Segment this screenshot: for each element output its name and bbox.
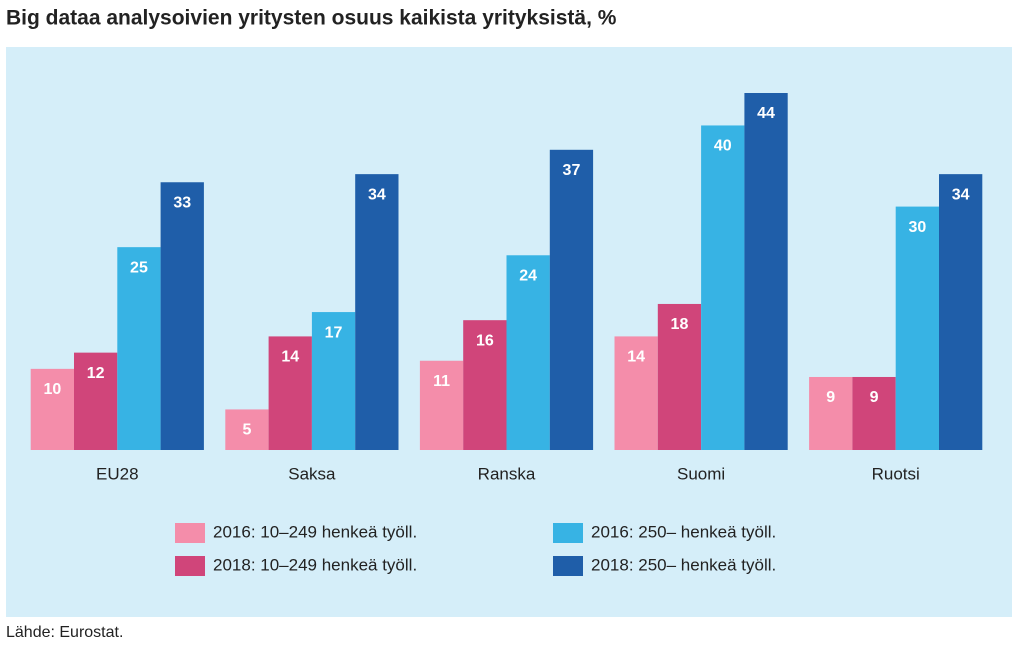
bar [419,360,464,450]
value-label: 5 [242,422,251,439]
bar [74,352,118,450]
x-tick-label: Saksa [288,464,336,483]
bar [355,174,399,451]
bar [895,206,939,450]
bar [311,312,356,450]
legend-swatch [553,556,583,576]
value-label: 14 [281,349,299,366]
bar [657,303,702,450]
bar [744,93,788,450]
bar [30,368,74,450]
bar [939,174,983,451]
value-label: 10 [43,381,61,398]
value-label: 34 [952,186,970,203]
chart-title: Big dataa analysoivien yritysten osuus k… [6,7,617,30]
value-label: 12 [87,365,105,382]
source: Lähde: Eurostat. [6,624,123,641]
value-label: 25 [130,259,148,276]
bar [225,409,269,450]
value-label: 18 [671,316,689,333]
bar [268,336,312,450]
bar [701,125,745,451]
x-tick-label: Suomi [677,464,725,483]
legend-swatch [175,523,205,543]
value-label: 9 [826,389,835,406]
legend-swatch [553,523,583,543]
value-label: 17 [325,324,343,341]
value-label: 24 [519,267,537,284]
bar [809,376,853,450]
value-label: 9 [870,389,879,406]
x-tick-label: Ranska [478,464,536,483]
value-label: 14 [627,349,645,366]
value-label: 44 [757,105,775,122]
value-label: 11 [433,373,450,390]
bar [614,336,658,450]
bar [117,247,161,450]
value-label: 37 [563,162,581,179]
bar [506,255,550,450]
value-label: 16 [476,332,494,349]
bar [463,320,507,450]
x-tick-label: EU28 [96,464,139,483]
value-label: 33 [173,194,191,211]
value-label: 34 [368,186,386,203]
value-label: 40 [714,138,732,155]
legend-label: 2016: 250– henkeä työll. [591,522,776,541]
x-tick-label: Ruotsi [872,464,920,483]
bar [549,149,594,450]
legend-label: 2016: 10–249 henkeä työll. [213,522,417,541]
bar [160,182,204,450]
legend-label: 2018: 250– henkeä työll. [591,555,776,574]
value-label: 30 [908,219,926,236]
legend-label: 2018: 10–249 henkeä työll. [213,555,417,574]
legend-swatch [175,556,205,576]
bar [852,376,896,450]
